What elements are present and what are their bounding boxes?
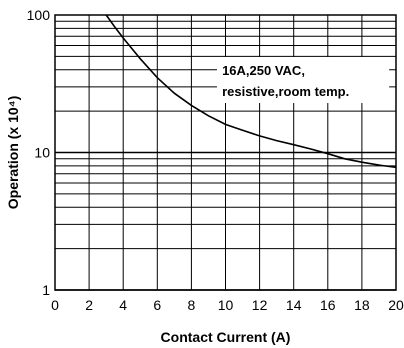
x-tick-label: 0 <box>51 297 59 313</box>
annotation-line-2: resistive,room temp. <box>222 84 349 99</box>
x-tick-label: 4 <box>119 297 127 313</box>
series-line <box>105 14 397 169</box>
y-tick-label: 1 <box>42 282 50 298</box>
annotation-background <box>216 57 390 103</box>
x-tick-label: 6 <box>153 297 161 313</box>
x-axis-title: Contact Current (A) <box>161 329 291 345</box>
x-tick-labels: 0 2 4 6 8 10 12 14 16 18 20 <box>51 297 404 313</box>
x-tick-label: 16 <box>320 297 336 313</box>
x-tick-label: 12 <box>252 297 268 313</box>
x-tick-label: 8 <box>188 297 196 313</box>
x-tick-label: 20 <box>388 297 404 313</box>
y-axis-title: Operation (x 10⁴) <box>5 96 21 210</box>
y-tick-label: 100 <box>27 7 51 23</box>
annotation-box: 16A,250 VAC, resistive,room temp. <box>216 57 390 103</box>
plot-frame <box>54 14 397 291</box>
x-tick-label: 2 <box>85 297 93 313</box>
x-tick-label: 14 <box>286 297 302 313</box>
y-tick-label: 10 <box>34 145 50 161</box>
annotation-line-1: 16A,250 VAC, <box>222 63 305 78</box>
grid-lines <box>54 15 397 291</box>
x-tick-label: 10 <box>218 297 234 313</box>
x-tick-label: 18 <box>354 297 370 313</box>
y-tick-labels: 1 10 100 <box>27 7 51 298</box>
